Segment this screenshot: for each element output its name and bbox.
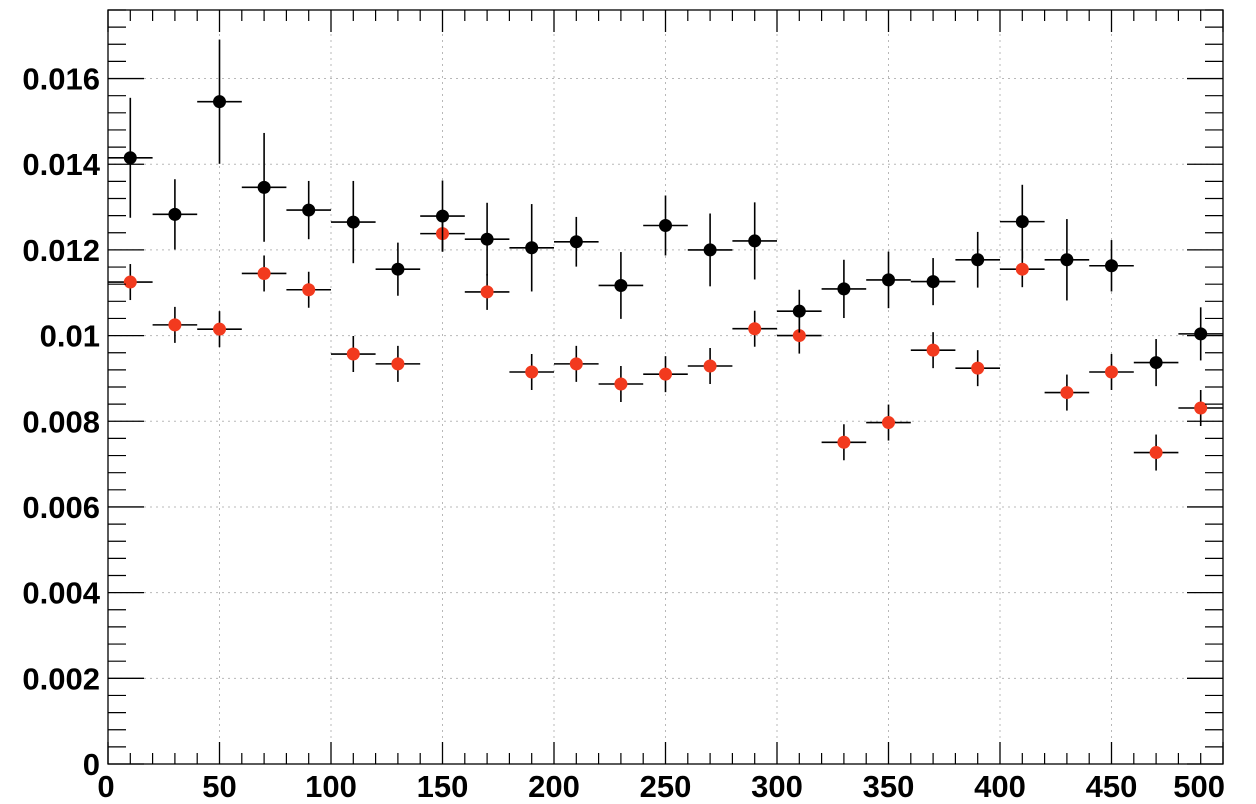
x-tick-label: 150 (417, 769, 469, 804)
x-tick-label: 500 (1173, 769, 1225, 804)
data-point (1194, 327, 1208, 341)
x-tick-label: 100 (305, 769, 357, 804)
data-point (1105, 259, 1118, 273)
data-point (1194, 401, 1208, 415)
data-point (837, 435, 851, 449)
y-tick-label: 0.004 (22, 576, 100, 611)
y-tick-label: 0.014 (22, 147, 100, 182)
y-tick-label: 0.016 (22, 62, 100, 97)
x-tick-label: 200 (528, 769, 580, 804)
x-tick-label: 350 (863, 769, 915, 804)
data-point (346, 215, 360, 229)
data-point (659, 218, 672, 232)
x-tick-label: 400 (974, 769, 1026, 804)
series-2 (108, 215, 1223, 471)
data-point (123, 275, 137, 289)
x-tick-label: 0 (97, 769, 114, 804)
data-point (391, 357, 405, 371)
data-point (971, 253, 985, 267)
data-point (1060, 253, 1074, 267)
data-point (391, 262, 405, 276)
data-point (614, 278, 628, 292)
y-tick-label: 0.002 (22, 661, 100, 696)
data-point (882, 416, 895, 430)
y-tick-label: 0 (83, 747, 100, 782)
data-point (302, 203, 316, 217)
data-point (748, 234, 762, 248)
data-point (882, 273, 895, 287)
data-point (346, 347, 360, 361)
data-point (926, 275, 940, 289)
x-tick-label: 450 (1086, 769, 1138, 804)
data-point (971, 361, 985, 375)
data-point (748, 322, 762, 336)
y-tick-label: 0.012 (22, 233, 100, 268)
data-point (480, 285, 494, 299)
data-point (123, 151, 137, 165)
data-point (659, 367, 672, 381)
y-tick-label: 0.008 (22, 404, 100, 439)
data-point (569, 357, 583, 371)
data-point (837, 282, 851, 296)
x-tick-label: 50 (202, 769, 236, 804)
data-point (302, 283, 316, 297)
data-point (436, 209, 449, 223)
x-tick-label: 300 (751, 769, 803, 804)
data-point (168, 207, 182, 221)
data-point (480, 232, 494, 246)
data-point (213, 95, 226, 109)
y-tick-label: 0.006 (22, 490, 100, 525)
data-point (792, 329, 806, 343)
data-point (1149, 356, 1163, 370)
data-point (703, 359, 717, 373)
data-point (1015, 262, 1029, 276)
data-point (1060, 386, 1074, 400)
data-point (525, 241, 539, 255)
data-point (569, 235, 583, 249)
data-point (525, 365, 539, 379)
y-tick-label: 0.01 (40, 319, 100, 354)
data-point (213, 322, 226, 336)
data-series (108, 39, 1223, 471)
data-point (703, 243, 717, 257)
data-point (257, 266, 271, 280)
data-point (1149, 446, 1163, 460)
data-point (614, 377, 628, 391)
data-point (792, 304, 806, 318)
data-point (257, 180, 271, 194)
data-point (926, 343, 940, 357)
data-point (1015, 215, 1029, 229)
data-point (1105, 365, 1118, 379)
series-1 (108, 39, 1223, 387)
axes: 0 50 100 150 200 250 300 350 400 450 500 0 0.002 0.00… (22, 9, 1225, 804)
data-point (168, 318, 182, 332)
x-tick-label: 250 (640, 769, 692, 804)
